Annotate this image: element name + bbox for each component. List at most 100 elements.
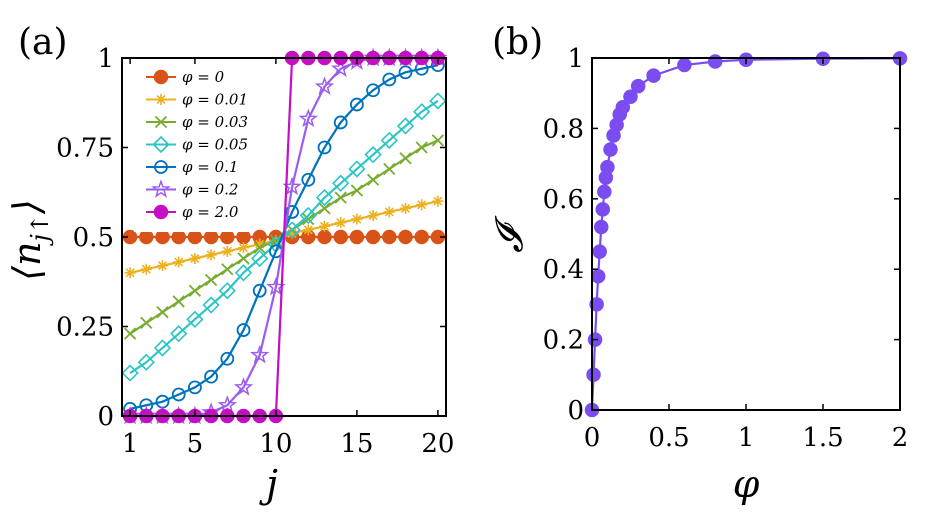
data-point-a-3-8 <box>251 249 269 268</box>
data-point-a-4-13 <box>333 115 348 130</box>
legend-label-0: φ = 0 <box>182 68 225 86</box>
data-point-a-3-6 <box>218 282 236 300</box>
data-point-a-2-1 <box>140 316 153 330</box>
data-point-a-0-12 <box>317 229 332 245</box>
data-point-a-2-3 <box>172 295 185 308</box>
legend-background <box>134 64 252 232</box>
data-point-b-1 <box>586 367 601 383</box>
x-tick-label-a: 20 <box>421 429 454 459</box>
data-point-a-2-14 <box>350 184 364 197</box>
data-point-a-1-5 <box>205 249 217 261</box>
data-point-a-2-2 <box>156 306 169 319</box>
data-point-b-18 <box>646 68 661 83</box>
legend-entry-5: φ = 0.2 <box>146 179 238 199</box>
series-a-3 <box>121 92 447 382</box>
data-point-a-3-4 <box>186 310 204 328</box>
data-point-a-1-11 <box>302 224 314 236</box>
x-tick-label-b: 0 <box>584 423 601 453</box>
data-point-a-1-3 <box>173 256 185 268</box>
chart-panel-b: 0 0.5 1 1.5 2 0 0.2 0.4 0.6 0.8 1 φ 𝓘 <box>487 44 908 506</box>
legend-label-1: φ = 0.01 <box>182 91 248 109</box>
x-tick-label-b: 2 <box>892 423 909 453</box>
data-point-a-3-18 <box>413 103 431 121</box>
data-point-a-4-6 <box>220 351 235 366</box>
data-point-a-0-16 <box>382 229 397 245</box>
data-point-b-3 <box>589 297 604 312</box>
legend-a: φ = 0 φ = 0.01 φ = 0.03 φ = 0.05 φ = 0.1 φ = … <box>134 64 252 232</box>
x-tick-label-a: 15 <box>340 429 373 459</box>
x-axis-label-b: φ <box>733 462 760 506</box>
y-tick-label-a: 0.75 <box>56 134 114 164</box>
legend-entry-6: φ = 2.0 <box>146 203 239 221</box>
panel-label-a: (a) <box>18 22 68 63</box>
data-point-b-15 <box>615 100 631 115</box>
y-axis-label-a-main: ⟨n <box>5 242 49 281</box>
data-point-a-4-16 <box>382 72 397 87</box>
plot-frame-a <box>121 57 447 417</box>
data-point-a-4-11 <box>301 172 316 187</box>
data-point-b-5 <box>592 244 607 259</box>
legend-label-2: φ = 0.03 <box>182 113 248 131</box>
tick-group-b: 0 0.5 1 1.5 2 0 0.2 0.4 0.6 0.8 1 <box>543 44 909 453</box>
data-point-a-3-17 <box>396 117 415 135</box>
y-tick-label-b: 0.4 <box>543 255 584 285</box>
y-axis-label-a-close: ⟩ <box>5 199 49 215</box>
data-point-a-1-8 <box>254 238 266 250</box>
data-point-a-5-12 <box>314 76 335 95</box>
x-tick-label-a: 10 <box>259 429 292 459</box>
data-point-a-5-13 <box>331 58 351 77</box>
data-point-b-4 <box>590 268 606 284</box>
data-point-a-4-3 <box>171 387 186 402</box>
y-tick-label-b: 1 <box>567 44 584 74</box>
y-tick-label-a: 0.5 <box>73 223 114 253</box>
data-point-a-4-4 <box>187 380 202 395</box>
legend-marker-1 <box>155 94 167 105</box>
data-point-a-3-3 <box>170 325 188 343</box>
series-line-b <box>590 57 901 411</box>
legend-entry-0: φ = 0 <box>146 68 225 86</box>
legend-label-6: φ = 2.0 <box>182 203 239 221</box>
legend-label-3: φ = 0.05 <box>182 136 248 154</box>
data-point-a-2-7 <box>237 252 250 265</box>
data-point-a-2-6 <box>221 263 234 276</box>
data-point-a-2-11 <box>302 212 315 226</box>
data-point-a-2-5 <box>204 273 218 287</box>
data-point-a-5-6 <box>217 395 237 414</box>
data-point-a-2-16 <box>383 162 396 176</box>
y-tick-label-b: 0.6 <box>543 185 584 215</box>
data-point-a-3-5 <box>202 296 220 314</box>
data-point-a-0-7 <box>236 229 251 245</box>
data-point-a-2-12 <box>318 202 331 215</box>
data-point-a-1-16 <box>383 206 395 218</box>
data-point-a-5-8 <box>250 344 270 364</box>
data-point-a-2-15 <box>366 173 380 186</box>
data-point-a-1-10 <box>286 227 298 239</box>
data-point-a-2-17 <box>399 152 412 165</box>
data-point-a-4-7 <box>236 323 251 337</box>
data-point-a-1-4 <box>189 252 201 264</box>
plot-frame-b <box>591 57 901 411</box>
data-point-a-0-1 <box>139 229 154 245</box>
data-point-b-10 <box>600 159 615 175</box>
y-tick-label-a: 0.25 <box>56 313 114 343</box>
data-point-a-2-13 <box>334 191 347 204</box>
data-point-a-2-4 <box>188 284 202 297</box>
data-point-a-2-18 <box>415 141 428 154</box>
y-tick-label-b: 0 <box>567 396 584 426</box>
data-point-a-1-14 <box>351 213 363 225</box>
y-tick-label-b: 0.2 <box>543 326 584 356</box>
data-point-b-8 <box>597 184 612 200</box>
data-point-a-1-19 <box>432 195 444 207</box>
legend-marker-6 <box>153 204 169 220</box>
legend-label-5: φ = 0.2 <box>182 181 238 199</box>
data-point-a-1-2 <box>157 260 168 272</box>
data-point-a-4-8 <box>252 283 267 298</box>
data-point-a-0-15 <box>365 229 381 245</box>
x-tick-label-a: 1 <box>122 429 139 459</box>
legend-marker-4 <box>154 160 168 174</box>
data-point-b-16 <box>623 89 638 104</box>
y-tick-label-a: 0 <box>97 402 114 432</box>
data-point-a-1-1 <box>140 263 152 275</box>
